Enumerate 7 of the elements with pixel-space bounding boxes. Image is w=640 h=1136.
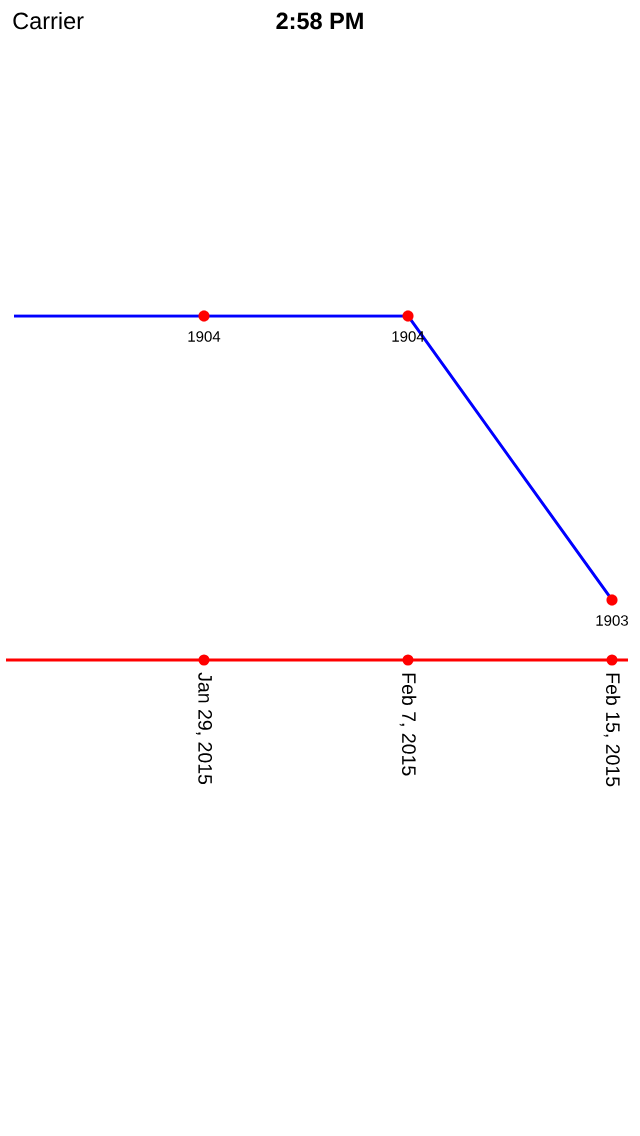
text: Carrier [13,11,84,30]
data-label: 1904 [188,331,221,342]
x-tick-label: Feb 15, 2015 [603,673,621,787]
x-tick-label: Jan 29, 2015 [195,672,213,785]
data-label: 1903 [596,615,629,626]
x-tick-label: Feb 7, 2015 [399,673,417,776]
text: 2:58 PM [276,12,363,30]
